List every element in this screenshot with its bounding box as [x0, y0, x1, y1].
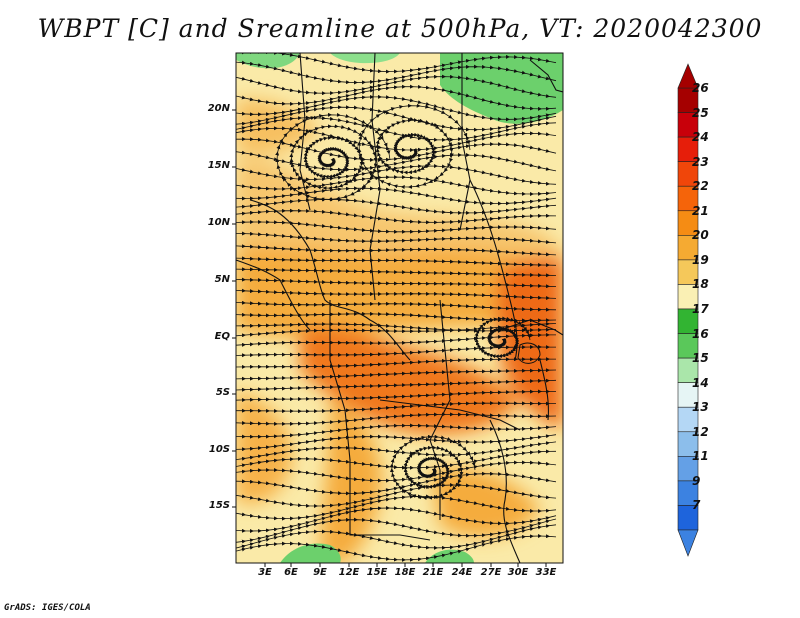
streamline — [236, 277, 557, 289]
lon-label: 24E — [451, 567, 473, 578]
colorbar-level-label: 24 — [692, 130, 709, 145]
lat-label: 5N — [214, 274, 230, 285]
colorbar-bottom-triangle — [677, 529, 699, 557]
lon-label: 18E — [394, 567, 416, 578]
streamline — [236, 244, 557, 257]
colorbar-level-label: 9 — [692, 473, 701, 488]
lat-label: 10S — [208, 444, 230, 455]
streamline — [236, 533, 557, 562]
lat-label: 5S — [215, 387, 230, 398]
lake-victoria — [517, 342, 541, 364]
lat-label: 15N — [207, 160, 230, 171]
colorbar-level-label: 14 — [692, 375, 709, 390]
streamline — [357, 103, 471, 190]
lon-label: 9E — [313, 567, 327, 578]
lat-label: 10N — [207, 217, 230, 228]
colorbar-level-label: 26 — [692, 81, 709, 95]
streamline — [236, 288, 557, 301]
lat-label: 15S — [208, 500, 230, 511]
colorbar-level-label: 12 — [692, 424, 709, 439]
axis-ticks — [232, 109, 547, 567]
colorbar-level-label: 22 — [692, 179, 709, 194]
country-borders — [236, 53, 563, 563]
lon-label: 30E — [507, 567, 529, 578]
colorbar-level-label: 23 — [692, 154, 709, 169]
colorbar-level-label: 19 — [692, 252, 709, 267]
streamline — [236, 357, 556, 369]
streamline — [236, 401, 556, 414]
colorbar-level-label: 18 — [692, 277, 709, 292]
streamline — [236, 378, 557, 392]
credit-text: GrADS: IGES/COLA — [4, 603, 91, 613]
streamline — [236, 300, 557, 312]
lon-label: 33E — [535, 567, 557, 578]
wbpt-field — [236, 53, 563, 563]
lon-label: 15E — [366, 567, 388, 578]
lon-label: 27E — [480, 567, 502, 578]
colorbar-level-label: 15 — [692, 351, 709, 366]
colorbar-top-triangle — [677, 63, 699, 89]
streamline — [236, 368, 557, 381]
chart-title: WBPT [C] and Sreamline at 500hPa, VT: 20… — [37, 14, 763, 43]
lat-label: EQ — [214, 331, 230, 342]
colorbar-level-label: 21 — [692, 203, 709, 218]
streamline — [389, 434, 476, 500]
lon-label: 3E — [258, 567, 272, 578]
colorbar-level-label: 13 — [692, 400, 709, 415]
colorbar-level-label: 25 — [692, 105, 709, 120]
streamline — [236, 256, 557, 268]
colorbar-level-label: 11 — [692, 449, 709, 464]
colorbar — [677, 63, 699, 557]
lon-label: 12E — [338, 567, 360, 578]
streamline — [236, 267, 557, 278]
colorbar-level-label: 20 — [692, 228, 709, 243]
map-frame — [235, 52, 564, 564]
streamline — [236, 231, 557, 245]
lon-label: 21E — [422, 567, 444, 578]
lat-label: 20N — [207, 103, 230, 114]
lon-label: 6E — [284, 567, 298, 578]
streamlines — [236, 53, 557, 562]
streamline — [236, 389, 557, 402]
colorbar-level-label: 16 — [692, 326, 709, 341]
colorbar-level-label: 17 — [692, 302, 709, 316]
colorbar-level-label: 7 — [692, 498, 701, 513]
